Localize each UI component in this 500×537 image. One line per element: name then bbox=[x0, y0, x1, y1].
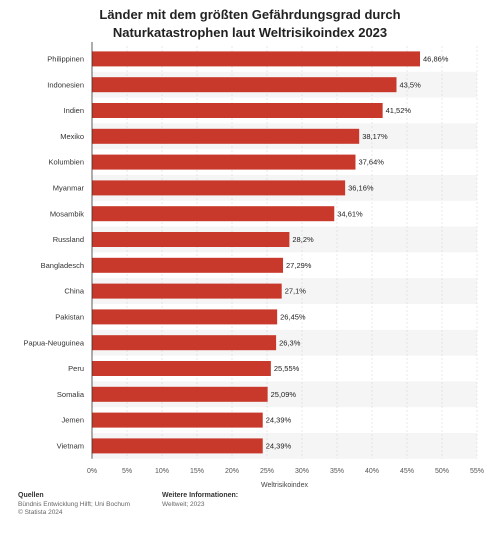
category-label: Peru bbox=[68, 364, 84, 373]
bar bbox=[92, 309, 278, 325]
value-label: 24,39% bbox=[266, 416, 292, 425]
bar bbox=[92, 128, 360, 144]
value-label: 41,52% bbox=[386, 106, 412, 115]
category-label: Jemen bbox=[61, 416, 84, 425]
bar bbox=[92, 283, 282, 299]
category-label: Bangladesch bbox=[41, 261, 84, 270]
category-label: Indien bbox=[64, 106, 84, 115]
value-label: 26,45% bbox=[280, 313, 306, 322]
bar bbox=[92, 438, 263, 454]
category-label: Pakistan bbox=[55, 313, 84, 322]
info-line: Weltweit; 2023 bbox=[162, 500, 205, 508]
bar bbox=[92, 154, 356, 170]
bar bbox=[92, 232, 290, 247]
category-label: Mexiko bbox=[60, 132, 84, 141]
x-tick-label: 5% bbox=[122, 468, 132, 475]
value-label: 34,61% bbox=[337, 209, 363, 218]
value-label: 25,55% bbox=[274, 364, 300, 373]
bars bbox=[92, 51, 421, 454]
x-tick-label: 25% bbox=[260, 468, 274, 475]
category-label: Philippinen bbox=[47, 55, 84, 64]
x-tick-label: 55% bbox=[470, 468, 484, 475]
chart-title: Länder mit dem größten Gefährdungsgrad d… bbox=[99, 7, 401, 40]
bar bbox=[92, 335, 277, 351]
bar bbox=[92, 103, 383, 118]
sources-block: Quellen Bündnis Entwicklung Hilft; Uni B… bbox=[18, 492, 130, 518]
bar bbox=[92, 206, 335, 222]
category-label: Myanmar bbox=[53, 184, 85, 193]
category-label: Vietnam bbox=[57, 442, 84, 451]
bar bbox=[92, 361, 271, 376]
x-tick-label: 45% bbox=[400, 468, 414, 475]
x-tick-label: 40% bbox=[365, 468, 379, 475]
value-label: 24,39% bbox=[266, 442, 292, 451]
category-label: Indonesien bbox=[47, 80, 84, 89]
category-label: Kolumbien bbox=[49, 158, 84, 167]
bar bbox=[92, 77, 397, 93]
value-label: 27,1% bbox=[285, 287, 307, 296]
sources-title: Quellen bbox=[18, 492, 44, 499]
sources-line: Bündnis Entwicklung Hilft; Uni Bochum bbox=[18, 500, 130, 508]
bar bbox=[92, 412, 263, 428]
value-label: 27,29% bbox=[286, 261, 312, 270]
value-label: 46,86% bbox=[423, 55, 449, 64]
category-label: Papua-Neuguinea bbox=[24, 338, 85, 347]
x-tick-label: 10% bbox=[155, 468, 169, 475]
x-tick-label: 50% bbox=[435, 468, 449, 475]
value-label: 43,5% bbox=[400, 80, 422, 89]
x-tick-label: 0% bbox=[87, 468, 97, 475]
category-label: China bbox=[64, 287, 84, 296]
value-label: 37,64% bbox=[358, 158, 384, 167]
x-tick-labels: 0% 5% 10% 15% 20% 25% 30% 35% 40% 45% 50% 55% bbox=[87, 468, 484, 475]
value-label: 26,3% bbox=[279, 338, 301, 347]
value-label: 28,2% bbox=[292, 235, 314, 244]
x-tick-label: 35% bbox=[330, 468, 344, 475]
info-block: Weitere Informationen: Weltweit; 2023 bbox=[162, 492, 238, 509]
bar bbox=[92, 180, 346, 196]
value-label: 38,17% bbox=[362, 132, 388, 141]
x-axis-title: Weltrisikoindex bbox=[261, 482, 308, 489]
copyright-link[interactable]: © Statista 2024 bbox=[18, 509, 63, 516]
category-label: Mosambik bbox=[50, 209, 84, 218]
category-labels: Philippinen Indonesien Indien Mexiko Kolumbi… bbox=[24, 55, 85, 451]
x-tick-label: 20% bbox=[225, 468, 239, 475]
x-tick-label: 15% bbox=[190, 468, 204, 475]
x-tick-label: 30% bbox=[295, 468, 309, 475]
bar bbox=[92, 51, 421, 67]
category-label: Somalia bbox=[57, 390, 85, 399]
bar bbox=[92, 386, 268, 402]
value-label: 25,09% bbox=[271, 390, 297, 399]
value-labels: 46,86% 43,5% 41,52% 38,17% 37,64% 36,16% 34,61… bbox=[266, 55, 449, 451]
info-title[interactable]: Weitere Informationen: bbox=[162, 492, 239, 499]
bar bbox=[92, 257, 284, 273]
value-label: 36,16% bbox=[348, 184, 374, 193]
category-label: Russland bbox=[53, 235, 84, 244]
